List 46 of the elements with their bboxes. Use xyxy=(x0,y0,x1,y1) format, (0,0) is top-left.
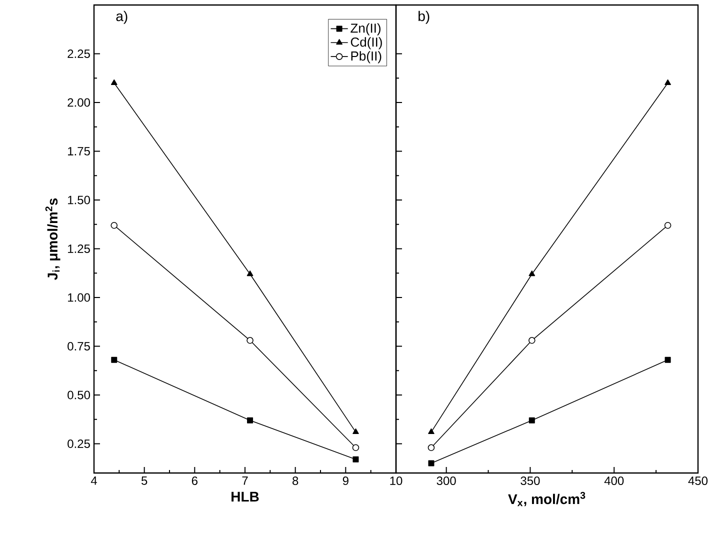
x-tick-label: 450 xyxy=(688,476,708,486)
point xyxy=(352,456,359,462)
point xyxy=(111,356,118,363)
annotation: b) xyxy=(418,10,430,24)
point xyxy=(428,460,434,466)
point xyxy=(664,222,672,229)
x-tick-label: 10 xyxy=(390,476,402,486)
y-tick-label: 1.50 xyxy=(68,196,90,204)
y-tick-label: 2.25 xyxy=(68,50,90,58)
point xyxy=(110,79,118,85)
y-axis-title: J$_{i}$, μmol/m$^{2}$s xyxy=(45,198,60,280)
x-tick-label: 300 xyxy=(436,476,456,486)
x-tick-label: 9 xyxy=(342,476,348,486)
x-tick-label: 7 xyxy=(242,476,248,485)
point xyxy=(528,337,536,344)
point xyxy=(352,428,359,434)
y-tick-label: 0.25 xyxy=(68,440,90,448)
y-tick-label: 0.50 xyxy=(68,390,90,400)
point xyxy=(528,417,535,424)
point xyxy=(352,444,360,452)
point xyxy=(428,444,435,452)
y-tick-label: 1.75 xyxy=(68,147,90,156)
y-tick-label: 1.00 xyxy=(68,293,90,302)
point xyxy=(246,270,254,276)
y-tick-label: 2.00 xyxy=(68,98,90,107)
point xyxy=(110,222,118,229)
x-tick-label: 5 xyxy=(141,476,148,485)
y-tick-label: 0.75 xyxy=(68,342,90,350)
point xyxy=(664,356,671,363)
y-tick-label: 1.25 xyxy=(68,244,90,253)
legend-label: Pb(II) xyxy=(351,51,382,64)
annotation: a) xyxy=(116,10,128,24)
x-tick-label: 8 xyxy=(292,476,298,486)
point xyxy=(664,79,671,85)
x-axis-title: HLB xyxy=(232,492,259,502)
point xyxy=(428,428,434,434)
x-tick-label: 400 xyxy=(604,476,624,486)
point xyxy=(246,337,254,344)
x-axis-title: V$_{x}$, mol/cm$^{3}$ xyxy=(508,492,586,506)
point xyxy=(247,417,254,424)
legend-label: Zn(II) xyxy=(350,23,380,36)
x-tick-label: 350 xyxy=(520,476,540,486)
legend-label: Cd(II) xyxy=(350,37,382,50)
point xyxy=(528,270,536,276)
x-tick-label: 6 xyxy=(192,476,198,486)
x-tick-label: 4 xyxy=(90,476,97,485)
